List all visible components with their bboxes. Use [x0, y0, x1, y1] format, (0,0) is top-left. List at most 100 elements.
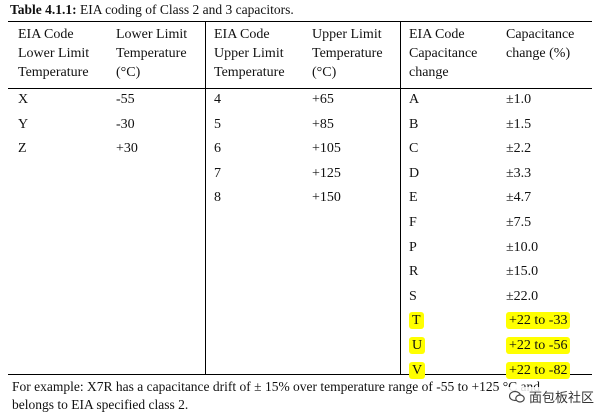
capacitance-code: B	[409, 116, 418, 134]
upper-limit-temperature: +125	[312, 165, 341, 183]
capacitance-change: +22 to -33	[506, 312, 571, 330]
capacitance-change: +22 to -82	[506, 361, 571, 380]
column-header-3: EIA Code Upper Limit Temperature	[214, 25, 285, 82]
capacitance-change: ±3.3	[506, 165, 531, 183]
capacitance-code-text: S	[409, 288, 417, 304]
capacitance-change-text: ±7.5	[506, 215, 532, 230]
lower-limit-code: X	[18, 91, 28, 109]
capacitance-code-text: P	[409, 239, 417, 255]
capacitance-code-text: E	[409, 190, 418, 206]
capacitance-change-text: ±1.5	[506, 116, 532, 132]
header-bottom-rule	[8, 88, 592, 89]
capacitance-code-text: D	[409, 165, 420, 181]
table-caption: Table 4.1.1: EIA coding of Class 2 and 3…	[10, 0, 294, 19]
table-bottom-rule	[8, 374, 592, 375]
column-header-2: Lower Limit Temperature (°C)	[116, 25, 187, 82]
capacitance-code-text: V	[409, 361, 426, 379]
upper-limit-code: 4	[214, 91, 221, 109]
capacitance-change: ±1.0	[506, 91, 531, 109]
watermark-text: 面包板社区	[528, 391, 594, 406]
capacitance-code-text: C	[409, 141, 419, 157]
lower-limit-code: Y	[18, 116, 28, 134]
column-header-line: Capacitance	[409, 46, 478, 61]
capacitance-change: +22 to -56	[506, 337, 571, 355]
capacitance-code-text: F	[409, 215, 417, 230]
lower-limit-code-text: X	[18, 92, 29, 107]
upper-limit-code-text: 6	[214, 141, 221, 157]
table-number: Table 4.1.1:	[10, 2, 77, 17]
upper-limit-code: 6	[214, 140, 221, 158]
column-header-line: Temperature	[18, 65, 89, 80]
column-header-line: Temperature	[116, 46, 187, 61]
column-header-line: EIA Code	[409, 27, 465, 42]
upper-limit-temperature: +150	[312, 189, 341, 207]
upper-limit-temperature-text: +125	[312, 165, 341, 181]
capacitance-code: R	[409, 263, 418, 281]
capacitance-code: F	[409, 214, 417, 232]
capacitance-code: E	[409, 189, 418, 207]
capacitance-change: ±22.0	[506, 288, 538, 306]
lower-limit-temperature-text: -30	[116, 116, 135, 132]
column-header-line: (°C)	[312, 65, 337, 80]
upper-limit-temperature-text: +85	[312, 116, 334, 132]
upper-limit-temperature-text: +150	[312, 190, 341, 206]
table-top-rule	[8, 21, 592, 22]
capacitance-change: ±1.5	[506, 116, 531, 134]
column-header-line: change	[409, 65, 449, 80]
upper-limit-code-text: 4	[214, 92, 221, 107]
capacitance-code: A	[409, 91, 419, 109]
column-header-line: Upper Limit	[312, 27, 382, 42]
lower-limit-temperature-text: -55	[116, 92, 135, 107]
capacitance-change: ±7.5	[506, 214, 531, 232]
column-header-line: Lower Limit	[18, 46, 90, 61]
column-header-4: Upper Limit Temperature (°C)	[312, 25, 383, 82]
lower-limit-temperature: +30	[116, 140, 138, 158]
column-header-line: Temperature	[312, 46, 383, 61]
upper-limit-temperature: +85	[312, 116, 334, 134]
capacitance-change-text: ±22.0	[506, 288, 539, 304]
capacitance-code-text: T	[409, 312, 424, 330]
capacitance-code: V	[409, 361, 426, 380]
upper-limit-temperature-text: +65	[312, 92, 334, 107]
capacitance-code-text: R	[409, 264, 419, 280]
capacitance-change-text: ±15.0	[506, 264, 539, 280]
capacitance-change-text: ±4.7	[506, 190, 532, 206]
column-header-line: change (%)	[506, 46, 571, 61]
capacitance-change-text: ±1.0	[506, 92, 532, 107]
upper-limit-code: 5	[214, 116, 221, 134]
upper-limit-code: 7	[214, 165, 221, 183]
lower-limit-temperature: -30	[116, 116, 135, 134]
upper-limit-temperature: +65	[312, 91, 334, 109]
capacitance-change: ±4.7	[506, 189, 531, 207]
capacitance-change-text: +22 to -33	[506, 312, 571, 330]
capacitance-change: ±2.2	[506, 140, 531, 158]
upper-limit-code-text: 8	[214, 190, 221, 206]
capacitance-change-text: ±2.2	[506, 141, 532, 157]
capacitance-change-text: +22 to -82	[506, 361, 571, 379]
column-header-line: Capacitance	[506, 27, 575, 42]
upper-limit-code-text: 5	[214, 116, 221, 132]
column-header-line: Lower Limit	[116, 27, 188, 42]
column-header-5: EIA Code Capacitance change	[409, 25, 477, 82]
capacitance-code-text: B	[409, 116, 419, 132]
column-divider-1	[205, 22, 206, 374]
upper-limit-code: 8	[214, 189, 221, 207]
upper-limit-temperature-text: +105	[312, 141, 341, 157]
capacitance-code: D	[409, 165, 419, 183]
example-note-line-1: For example: X7R has a capacitance drift…	[12, 379, 540, 394]
capacitance-change: ±15.0	[506, 263, 538, 281]
capacitance-code: P	[409, 239, 417, 257]
column-header-line: EIA Code	[18, 27, 74, 42]
column-divider-2	[400, 22, 401, 374]
capacitance-code: S	[409, 288, 417, 306]
lower-limit-code-text: Z	[18, 141, 27, 157]
capacitance-change-text: +22 to -56	[506, 337, 571, 354]
column-header-6: Capacitance change (%)	[506, 25, 574, 63]
capacitance-code: T	[409, 312, 424, 330]
watermark: 面包板社区	[506, 387, 596, 406]
capacitance-change: ±10.0	[506, 239, 538, 257]
capacitance-code-text: U	[409, 337, 426, 354]
column-header-line: Temperature	[214, 65, 285, 80]
upper-limit-temperature: +105	[312, 140, 341, 158]
capacitance-change-text: ±10.0	[506, 239, 539, 255]
